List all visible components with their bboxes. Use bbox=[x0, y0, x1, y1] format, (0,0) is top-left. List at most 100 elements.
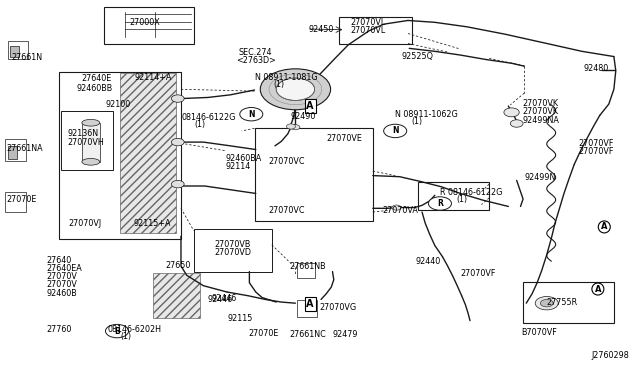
Text: 27070E: 27070E bbox=[6, 195, 36, 203]
Text: 27661NC: 27661NC bbox=[290, 330, 326, 339]
Text: R 08146-6122G: R 08146-6122G bbox=[440, 188, 502, 197]
Bar bbox=[5, 139, 26, 161]
Text: A: A bbox=[595, 285, 601, 294]
Circle shape bbox=[172, 138, 184, 146]
Text: 27070VA: 27070VA bbox=[382, 206, 419, 215]
Text: 08146-6202H: 08146-6202H bbox=[108, 325, 161, 334]
Bar bbox=[298, 300, 317, 317]
Circle shape bbox=[510, 120, 523, 127]
Ellipse shape bbox=[82, 158, 100, 165]
Text: <2763D>: <2763D> bbox=[237, 56, 276, 65]
Text: 27070VL: 27070VL bbox=[351, 26, 386, 35]
Text: B7070VF: B7070VF bbox=[521, 328, 557, 337]
Bar bbox=[298, 263, 316, 278]
Text: A: A bbox=[307, 299, 314, 309]
Text: 92525Q: 92525Q bbox=[401, 52, 433, 61]
Circle shape bbox=[392, 205, 401, 210]
Bar bbox=[60, 72, 181, 239]
Text: 27070VF: 27070VF bbox=[460, 269, 496, 278]
Circle shape bbox=[540, 299, 553, 307]
Text: (1): (1) bbox=[195, 120, 205, 129]
Circle shape bbox=[428, 197, 451, 210]
Text: N: N bbox=[392, 126, 399, 135]
Circle shape bbox=[504, 108, 519, 117]
Text: 27070VD: 27070VD bbox=[214, 248, 252, 257]
Bar bbox=[61, 111, 113, 170]
Text: SEC.274: SEC.274 bbox=[239, 48, 272, 57]
Text: 92450: 92450 bbox=[309, 25, 334, 33]
Text: 92460BA: 92460BA bbox=[225, 154, 261, 163]
Text: 92446: 92446 bbox=[211, 294, 236, 303]
Text: 27070VL: 27070VL bbox=[351, 18, 386, 27]
Text: N 08911-1062G: N 08911-1062G bbox=[395, 110, 458, 119]
Text: 27070VC: 27070VC bbox=[269, 157, 305, 166]
Text: B: B bbox=[114, 327, 120, 336]
Text: 08146-6122G: 08146-6122G bbox=[182, 113, 236, 122]
Bar bbox=[339, 17, 412, 44]
Text: R: R bbox=[437, 199, 443, 208]
Text: 92100: 92100 bbox=[106, 100, 131, 109]
Circle shape bbox=[172, 95, 184, 102]
Text: 27640E: 27640E bbox=[82, 74, 112, 83]
Circle shape bbox=[172, 180, 184, 188]
Text: 27070VF: 27070VF bbox=[579, 147, 614, 156]
Text: 92114+A: 92114+A bbox=[134, 73, 172, 81]
Text: 27070VK: 27070VK bbox=[522, 107, 559, 116]
Text: 92479: 92479 bbox=[333, 330, 358, 339]
Text: 27070V: 27070V bbox=[47, 272, 77, 281]
Text: 92490: 92490 bbox=[291, 112, 316, 121]
Text: (1): (1) bbox=[411, 117, 422, 126]
Bar bbox=[417, 182, 489, 210]
Bar bbox=[154, 273, 200, 318]
Text: (1): (1) bbox=[274, 80, 285, 89]
Text: 92136N: 92136N bbox=[67, 129, 99, 138]
Text: 27640EA: 27640EA bbox=[47, 264, 83, 273]
Text: 27070VB: 27070VB bbox=[214, 240, 251, 249]
Text: A: A bbox=[307, 101, 314, 111]
Bar bbox=[194, 229, 272, 272]
Circle shape bbox=[535, 296, 558, 310]
Text: 27070E: 27070E bbox=[248, 329, 278, 338]
Text: 27640: 27640 bbox=[47, 256, 72, 265]
Text: 27070VF: 27070VF bbox=[579, 139, 614, 148]
Text: 92499N: 92499N bbox=[524, 173, 556, 182]
Text: 27650: 27650 bbox=[165, 262, 190, 270]
Text: 27661NB: 27661NB bbox=[290, 262, 326, 271]
Text: 27070VC: 27070VC bbox=[269, 206, 305, 215]
Text: 27760: 27760 bbox=[47, 325, 72, 334]
Text: 92480: 92480 bbox=[584, 64, 609, 73]
Text: 92115: 92115 bbox=[227, 314, 252, 323]
Text: 92114: 92114 bbox=[225, 162, 250, 171]
Bar bbox=[104, 7, 194, 44]
Bar bbox=[8, 41, 28, 59]
Bar bbox=[523, 282, 614, 323]
Circle shape bbox=[383, 124, 406, 138]
Text: (1): (1) bbox=[456, 195, 467, 204]
Text: J2760298: J2760298 bbox=[591, 351, 629, 360]
Text: 27000X: 27000X bbox=[130, 18, 161, 27]
Text: 92115+A: 92115+A bbox=[133, 219, 170, 228]
Bar bbox=[5, 192, 26, 212]
Text: 27070VH: 27070VH bbox=[67, 138, 104, 147]
Text: 27070VE: 27070VE bbox=[326, 134, 362, 143]
Bar bbox=[8, 146, 17, 159]
Text: 92460BB: 92460BB bbox=[77, 84, 113, 93]
Text: 27070V: 27070V bbox=[47, 280, 77, 289]
Text: 92446: 92446 bbox=[208, 295, 233, 304]
Text: A: A bbox=[601, 222, 607, 231]
Circle shape bbox=[106, 324, 129, 338]
Circle shape bbox=[240, 108, 263, 121]
Text: 92499NA: 92499NA bbox=[522, 116, 559, 125]
Text: N: N bbox=[248, 110, 255, 119]
Text: 27070VJ: 27070VJ bbox=[68, 219, 102, 228]
Text: 27070VK: 27070VK bbox=[522, 99, 559, 108]
Text: 92460B: 92460B bbox=[47, 289, 77, 298]
Ellipse shape bbox=[82, 119, 100, 126]
Bar bbox=[255, 128, 372, 221]
Bar bbox=[10, 46, 19, 57]
Text: 92440: 92440 bbox=[415, 257, 441, 266]
Text: 27661N: 27661N bbox=[12, 53, 43, 62]
Text: 27070VG: 27070VG bbox=[320, 303, 357, 312]
Text: 27661NA: 27661NA bbox=[6, 144, 43, 153]
Circle shape bbox=[291, 125, 300, 130]
